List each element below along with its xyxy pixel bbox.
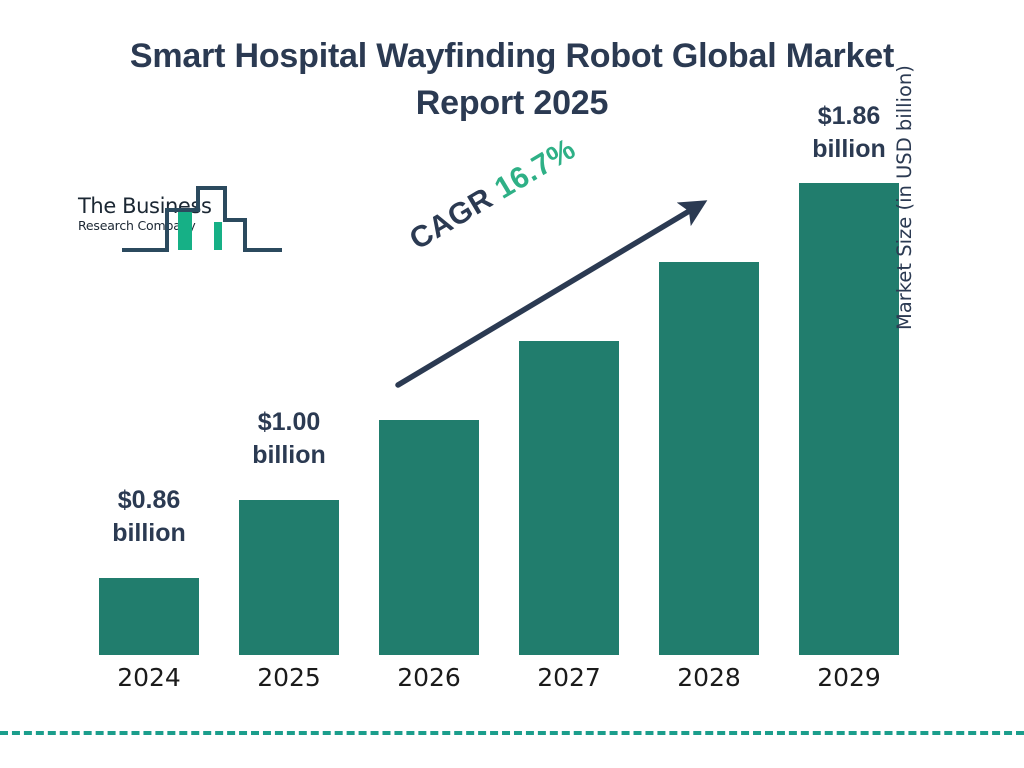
bar-value-2025-amount: $1.00 [257, 408, 321, 436]
bar-value-2024: $0.86 billion [89, 484, 209, 550]
bar-2024[interactable] [99, 578, 199, 655]
bar-2029[interactable] [799, 183, 899, 655]
bar-2026[interactable] [379, 420, 479, 655]
x-tick-2027: 2027 [537, 663, 601, 692]
x-tick-2025: 2025 [257, 663, 321, 692]
bar-value-2025: $1.00 billion [229, 406, 349, 472]
page-title: Smart Hospital Wayfinding Robot Global M… [129, 37, 895, 122]
bar-value-2029: $1.86 billion [789, 100, 909, 166]
bar-2025[interactable] [239, 500, 339, 655]
bar-value-2024-amount: $0.86 [117, 486, 181, 514]
cagr-annotation: CAGR 16.7% [404, 132, 582, 257]
bar-value-2029-unit: billion [812, 135, 886, 163]
x-tick-2026: 2026 [397, 663, 461, 692]
cagr-label: CAGR [404, 181, 499, 257]
bar-value-2024-unit: billion [112, 519, 186, 547]
bar-chart-skyline-logo-icon [122, 186, 282, 252]
bar-2027[interactable] [519, 341, 619, 655]
bar-2028[interactable] [659, 262, 759, 655]
cagr-value: 16.7% [489, 132, 582, 206]
company-logo: The Business Research Company [78, 184, 283, 254]
x-tick-2024: 2024 [117, 663, 181, 692]
bar-value-2029-amount: $1.86 [817, 102, 881, 130]
bar-value-2025-unit: billion [252, 441, 326, 469]
x-tick-2028: 2028 [677, 663, 741, 692]
footer-divider [0, 731, 1024, 735]
y-axis-title: Market Size (in USD billion) [893, 65, 916, 330]
x-tick-2029: 2029 [817, 663, 881, 692]
